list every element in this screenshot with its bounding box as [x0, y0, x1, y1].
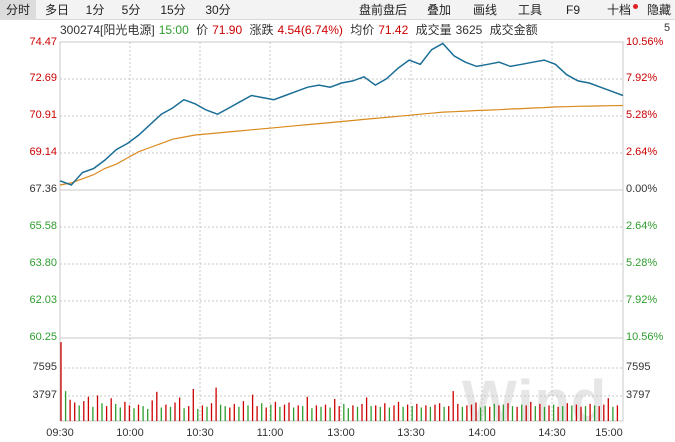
pct-tick: 2.64%	[626, 146, 658, 158]
stock-code-name: 300274[阳光电源]	[60, 23, 155, 37]
time-tick: 14:00	[468, 427, 496, 439]
tab-multi-day[interactable]: 多日	[44, 3, 69, 17]
amount-label: 成交金额	[489, 23, 538, 37]
volume-label: 成交量	[415, 23, 452, 37]
price-tick: 62.03	[29, 294, 57, 306]
volume-tick: 3797	[626, 389, 651, 401]
pct-tick: 2.64%	[626, 220, 658, 232]
quote-info-bar: 300274[阳光电源] 15:00 价 71.90 涨跌 4.54(6.74%) 均…	[60, 21, 542, 39]
time-tick: 10:00	[116, 427, 144, 439]
ten-level-button[interactable]: 十档	[606, 3, 631, 17]
change-label: 涨跌	[249, 23, 274, 37]
tools-button[interactable]: 工具	[517, 3, 542, 17]
time-tick: 13:00	[327, 427, 355, 439]
pct-tick: 7.92%	[626, 72, 658, 84]
price-tick: 70.91	[29, 109, 57, 121]
price-label: 价	[196, 23, 209, 37]
pct-tick: 10.56%	[626, 331, 664, 343]
wind-watermark: Wind	[462, 369, 608, 434]
time-tick: 09:30	[46, 427, 74, 439]
price-line	[59, 42, 624, 186]
price-tick: 65.58	[29, 220, 57, 232]
tab-1min[interactable]: 1分	[85, 3, 105, 17]
avg-price-line	[59, 104, 624, 186]
volume-tick: 7595	[626, 361, 651, 373]
volume-tick: 7595	[32, 361, 57, 373]
volume-value: 3625	[455, 23, 483, 37]
price-tick: 67.36	[29, 183, 57, 195]
volume-tick: 3797	[32, 389, 57, 401]
draw-line-button[interactable]: 画线	[472, 3, 497, 17]
price-tick: 69.14	[29, 146, 57, 158]
quote-time: 15:00	[158, 23, 189, 37]
tab-intraday[interactable]: 分时	[0, 0, 36, 20]
avg-price-value: 71.42	[378, 23, 409, 37]
pct-tick: 10.56%	[626, 36, 664, 48]
time-tick: 13:30	[397, 427, 425, 439]
avg-price-label: 均价	[350, 23, 375, 37]
tab-15min[interactable]: 15分	[160, 3, 186, 17]
pct-tick: 5.28%	[626, 257, 658, 269]
pre-post-market-button[interactable]: 盘前盘后	[358, 3, 407, 17]
pct-tick: 7.92%	[626, 294, 658, 306]
price-tick: 60.25	[29, 331, 57, 343]
price-tick: 74.47	[29, 36, 57, 48]
time-tick: 15:00	[595, 427, 623, 439]
corner-label: 5	[664, 22, 671, 34]
toolbar: 分时 多日 1分 5分 15分 30分 盘前盘后 叠加 画线 工具 F9 十档 …	[0, 0, 675, 20]
pct-tick: 0.00%	[626, 183, 658, 195]
overlay-button[interactable]: 叠加	[426, 3, 451, 17]
change-value: 4.54(6.74%)	[277, 23, 343, 37]
tab-5min[interactable]: 5分	[121, 3, 141, 17]
f9-button[interactable]: F9	[565, 3, 580, 17]
notification-dot-icon	[633, 4, 638, 9]
tab-30min[interactable]: 30分	[205, 3, 231, 17]
price-tick: 72.69	[29, 72, 57, 84]
hide-button[interactable]: 隐藏	[647, 3, 672, 17]
price-value: 71.90	[212, 23, 243, 37]
time-tick: 11:00	[256, 427, 284, 439]
time-tick: 14:30	[538, 427, 566, 439]
pct-tick: 5.28%	[626, 109, 658, 121]
time-tick: 10:30	[186, 427, 214, 439]
price-tick: 63.80	[29, 257, 57, 269]
